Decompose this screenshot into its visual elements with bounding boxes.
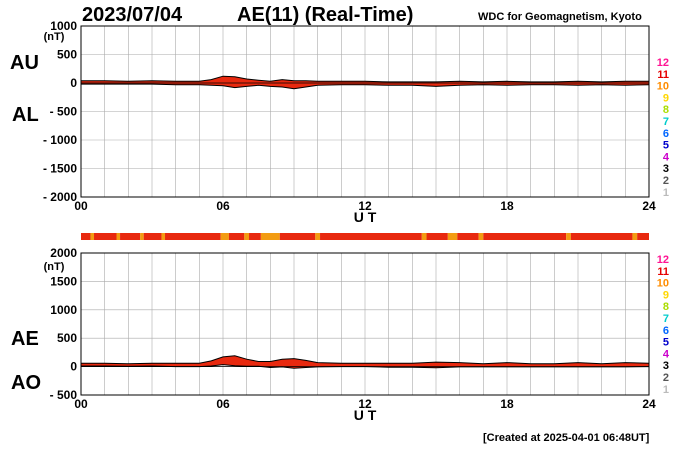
station-bar-segment (260, 233, 280, 240)
color-scale-label: 8 (663, 301, 669, 313)
station-bar-segment (279, 233, 316, 240)
x-tick-label: 24 (642, 397, 656, 411)
color-scale-label: 1 (663, 384, 669, 396)
color-scale-label: 10 (657, 278, 669, 290)
x-tick-label: 18 (500, 397, 514, 411)
x-tick-label: 06 (216, 199, 230, 213)
series-area-ae-ao (81, 355, 649, 369)
station-bar-segment (447, 233, 458, 240)
plot-frame (80, 25, 650, 198)
series-line-al (81, 83, 650, 90)
station-bar-segment (120, 233, 141, 240)
color-scale-label: 11 (657, 69, 669, 81)
color-scale-label: 3 (663, 163, 669, 175)
color-scale-label: 9 (663, 92, 669, 104)
y-tick-label: 0 (70, 76, 77, 90)
x-tick-label: 06 (216, 397, 230, 411)
series-label-ae: AE (11, 328, 39, 350)
chart-title: AE(11) (Real-Time) (237, 4, 414, 26)
y-tick-label: - 1500 (43, 162, 77, 176)
color-scale-label: 7 (663, 116, 669, 128)
station-bar-segment (244, 233, 250, 240)
station-bar-segment (165, 233, 221, 240)
station-bar-segment (483, 233, 567, 240)
y-axis-unit: (nT) (44, 261, 65, 273)
station-bar-segment (228, 233, 245, 240)
station-bar-segment (421, 233, 427, 240)
y-tick-label: - 2000 (43, 190, 77, 204)
x-axis-label: U T (354, 407, 377, 423)
color-scale-label: 12 (657, 57, 669, 69)
source-label: WDC for Geomagnetism, Kyoto (478, 11, 642, 23)
station-bar-segment (140, 233, 144, 240)
series-label-au: AU (10, 52, 39, 74)
color-scale-label: 5 (663, 337, 669, 349)
x-tick-label: 24 (642, 199, 656, 213)
series-label-al: AL (12, 104, 39, 126)
x-axis-label: U T (354, 209, 377, 225)
station-bar-segment (220, 233, 229, 240)
color-scale-label: 7 (663, 313, 669, 325)
color-scale-label: 2 (663, 175, 669, 187)
color-scale-label: 11 (657, 266, 669, 278)
x-tick-label: 12 (358, 199, 372, 213)
y-tick-label: 1000 (50, 303, 77, 317)
created-timestamp: [Created at 2025-04-01 06:48UT] (483, 432, 650, 444)
station-bar-segment (478, 233, 484, 240)
y-tick-label: - 500 (50, 105, 78, 119)
station-bar-segment (637, 233, 649, 240)
color-scale-label: 5 (663, 140, 669, 152)
series-line-ae (81, 355, 650, 365)
y-tick-label: 1500 (50, 274, 77, 288)
color-scale-label: 6 (663, 325, 669, 337)
station-bar-segment (94, 233, 117, 240)
color-scale-label: 8 (663, 104, 669, 116)
series-label-ao: AO (11, 372, 41, 394)
y-tick-label: 500 (57, 48, 77, 62)
y-tick-label: - 500 (50, 388, 78, 402)
station-bar-segment (116, 233, 121, 240)
station-bar-segment (320, 233, 422, 240)
color-scale-label: 2 (663, 372, 669, 384)
y-tick-label: - 1000 (43, 133, 77, 147)
color-scale-label: 1 (663, 187, 669, 199)
station-bar-segment (315, 233, 321, 240)
station-bar-segment (249, 233, 261, 240)
color-scale-label: 9 (663, 289, 669, 301)
color-scale-label: 4 (663, 151, 670, 163)
color-scale-label: 6 (663, 128, 669, 140)
plot-frame (80, 252, 650, 396)
station-bar-segment (426, 233, 448, 240)
y-tick-label: 1000 (50, 19, 77, 33)
x-tick-label: 12 (358, 397, 372, 411)
color-scale-label: 12 (657, 254, 669, 266)
color-scale-label: 10 (657, 81, 669, 93)
x-tick-label: 00 (74, 199, 88, 213)
date-label: 2023/07/04 (82, 4, 183, 26)
station-bar-segment (90, 233, 95, 240)
station-bar-segment (570, 233, 633, 240)
station-bar-segment (632, 233, 638, 240)
color-scale-label: 3 (663, 360, 669, 372)
y-tick-label: 0 (70, 360, 77, 374)
x-tick-label: 00 (74, 397, 88, 411)
station-bar-segment (81, 233, 91, 240)
x-tick-label: 18 (500, 199, 514, 213)
series-line-au (81, 75, 649, 83)
y-tick-label: 2000 (50, 246, 77, 260)
y-tick-label: 500 (57, 331, 77, 345)
y-axis-unit: (nT) (44, 31, 65, 43)
station-bar-segment (143, 233, 162, 240)
station-bar-segment (566, 233, 571, 240)
color-scale-label: 4 (663, 348, 670, 360)
station-bar-segment (457, 233, 479, 240)
station-bar-segment (161, 233, 166, 240)
